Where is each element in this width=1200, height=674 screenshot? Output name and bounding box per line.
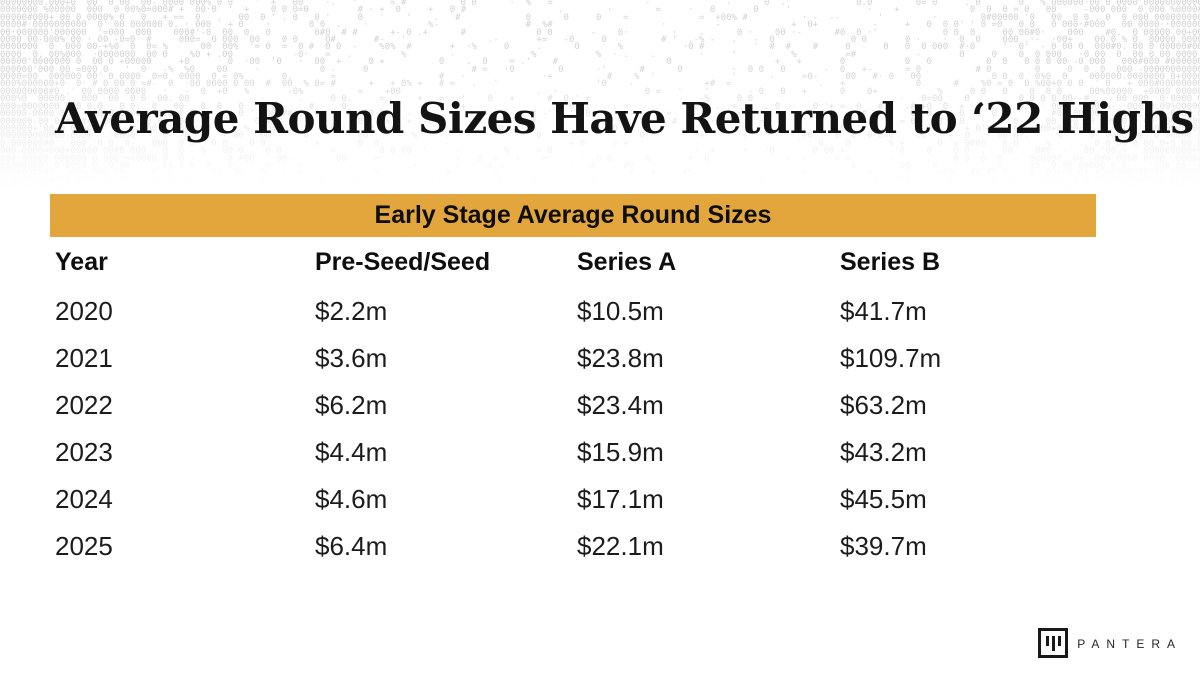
- series-a-cell: $22.1m: [577, 531, 664, 561]
- table-header-row: Year Pre-Seed/Seed Series A Series B: [50, 237, 1096, 288]
- series-a-cell: $23.4m: [577, 390, 664, 420]
- series-b-cell: $39.7m: [840, 531, 927, 561]
- year-cell: 2020: [55, 296, 113, 326]
- preseed-cell: $3.6m: [315, 343, 388, 373]
- table-row: 2020 $2.2m $10.5m $41.7m: [50, 288, 1096, 335]
- series-b-cell: $109.7m: [840, 343, 942, 373]
- table-row: 2023 $4.4m $15.9m $43.2m: [50, 429, 1096, 476]
- year-cell: 2025: [55, 531, 113, 561]
- pantera-logo-icon: [1038, 628, 1069, 658]
- table-row: 2021 $3.6m $23.8m $109.7m: [50, 335, 1096, 382]
- series-a-cell: $10.5m: [577, 296, 664, 326]
- table-title-bar: Early Stage Average Round Sizes: [50, 194, 1096, 237]
- round-sizes-table: Early Stage Average Round Sizes Year Pre…: [50, 194, 1096, 570]
- preseed-cell: $4.6m: [315, 484, 388, 514]
- page-title: Average Round Sizes Have Returned to ‘22…: [55, 94, 1194, 144]
- preseed-cell: $6.2m: [315, 390, 388, 420]
- year-cell: 2024: [55, 484, 113, 514]
- year-cell: 2022: [55, 390, 113, 420]
- table-title: Early Stage Average Round Sizes: [374, 201, 772, 229]
- table-row: 2022 $6.2m $23.4m $63.2m: [50, 382, 1096, 429]
- series-a-cell: $15.9m: [577, 437, 664, 467]
- brand-name: PANTERA: [1077, 637, 1182, 651]
- series-b-cell: $63.2m: [840, 390, 927, 420]
- table-row: 2024 $4.6m $17.1m $45.5m: [50, 476, 1096, 523]
- series-b-cell: $43.2m: [840, 437, 927, 467]
- column-header-year: Year: [55, 248, 108, 276]
- series-a-cell: $17.1m: [577, 484, 664, 514]
- table-row: 2025 $6.4m $22.1m $39.7m: [50, 523, 1096, 570]
- year-cell: 2023: [55, 437, 113, 467]
- series-a-cell: $23.8m: [577, 343, 664, 373]
- series-b-cell: $45.5m: [840, 484, 927, 514]
- preseed-cell: $6.4m: [315, 531, 388, 561]
- preseed-cell: $2.2m: [315, 296, 388, 326]
- column-header-series-b: Series B: [840, 248, 941, 276]
- preseed-cell: $4.4m: [315, 437, 388, 467]
- year-cell: 2021: [55, 343, 113, 373]
- column-header-series-a: Series A: [577, 248, 677, 276]
- series-b-cell: $41.7m: [840, 296, 927, 326]
- column-header-preseed: Pre-Seed/Seed: [315, 248, 491, 276]
- brand-footer: PANTERA: [1038, 628, 1182, 658]
